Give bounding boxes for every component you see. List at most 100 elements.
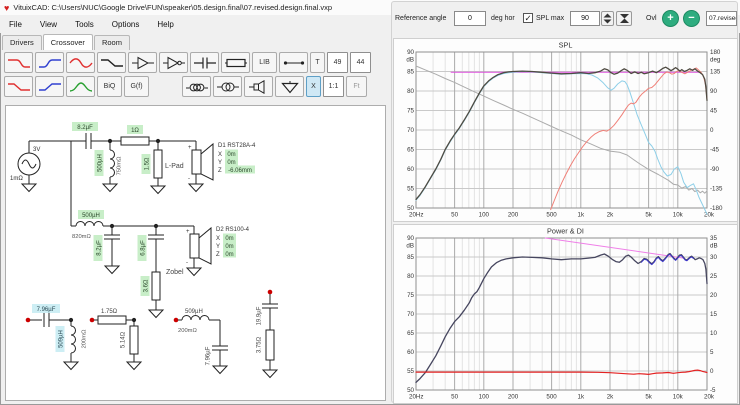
filter-shelf-black-button[interactable] bbox=[97, 52, 126, 73]
inductor-tweeter-shunt[interactable] bbox=[103, 139, 117, 191]
component-count-box[interactable]: 49 bbox=[327, 52, 348, 73]
svg-text:20: 20 bbox=[710, 292, 717, 299]
delete-tool-button[interactable]: X bbox=[306, 76, 321, 97]
amplifier-button[interactable] bbox=[159, 52, 188, 73]
filter-lowpass-red-button[interactable] bbox=[4, 52, 33, 73]
shelf-low-red-button[interactable] bbox=[4, 76, 33, 97]
autoscale-icon bbox=[619, 13, 630, 24]
resistor-tweeter-series[interactable] bbox=[121, 137, 149, 145]
spare-circuit-4[interactable] bbox=[262, 290, 278, 378]
ground-symbol bbox=[127, 362, 141, 370]
label-spare1-cap: 7.96µF bbox=[32, 304, 60, 313]
spl-max-input[interactable] bbox=[570, 11, 600, 26]
svg-text:750mΩ: 750mΩ bbox=[117, 156, 123, 176]
lowpass-curve-icon bbox=[7, 56, 31, 70]
terminal-dot bbox=[174, 318, 179, 323]
spare-circuit-2[interactable] bbox=[90, 316, 141, 370]
wire-button[interactable] bbox=[279, 52, 308, 73]
overlay-add-button[interactable]: + bbox=[662, 10, 679, 27]
svg-text:3.6Ω: 3.6Ω bbox=[144, 279, 150, 292]
overlay-name-box[interactable]: 07.revised. bbox=[706, 11, 737, 26]
reference-angle-input[interactable] bbox=[454, 11, 486, 26]
library-button[interactable]: LIB bbox=[252, 52, 277, 73]
svg-text:1k: 1k bbox=[578, 394, 585, 401]
svg-text:1.5Ω: 1.5Ω bbox=[145, 157, 151, 170]
spl-max-spinner[interactable] bbox=[601, 11, 614, 26]
svg-text:0: 0 bbox=[710, 368, 714, 375]
svg-text:2k: 2k bbox=[607, 212, 614, 219]
menu-file[interactable]: File bbox=[0, 18, 31, 31]
shelf-high-blue-button[interactable] bbox=[35, 76, 64, 97]
filter-highpass-blue-button[interactable] bbox=[35, 52, 64, 73]
driver-d1-tweeter[interactable] bbox=[189, 144, 213, 192]
svg-text:509µH: 509µH bbox=[59, 330, 65, 348]
schematic-canvas[interactable]: 3V 1mΩ 8.2µF 500µH 750mΩ 1Ω bbox=[5, 105, 386, 401]
ground-button[interactable] bbox=[275, 76, 304, 97]
svg-text:7.96µF: 7.96µF bbox=[206, 346, 212, 365]
menu-view[interactable]: View bbox=[31, 18, 66, 31]
analysis-panel: Reference angle deg hor ✓ SPL max Ovl + … bbox=[391, 1, 738, 403]
peak-green-button[interactable] bbox=[66, 76, 95, 97]
menu-tools[interactable]: Tools bbox=[66, 18, 103, 31]
svg-text:90: 90 bbox=[710, 88, 717, 95]
capacitor-woofer-shunt[interactable] bbox=[104, 224, 120, 273]
low-shelf-icon bbox=[7, 80, 31, 94]
d2-y-label: Y bbox=[216, 244, 220, 250]
biquad-button[interactable]: BiQ bbox=[97, 76, 122, 97]
menu-options[interactable]: Options bbox=[103, 18, 149, 31]
autoscale-button[interactable] bbox=[616, 11, 632, 26]
capacitor-button[interactable] bbox=[190, 52, 219, 73]
node-count-box[interactable]: 44 bbox=[350, 52, 371, 73]
buffer-button[interactable] bbox=[128, 52, 157, 73]
svg-text:70: 70 bbox=[407, 127, 414, 134]
svg-text:200: 200 bbox=[508, 212, 519, 219]
chart-controls: Reference angle deg hor ✓ SPL max Ovl + … bbox=[392, 10, 739, 32]
svg-text:50: 50 bbox=[451, 394, 458, 401]
d2-x-label: X bbox=[216, 236, 220, 242]
tab-crossover[interactable]: Crossover bbox=[43, 34, 93, 50]
buffer-triangle-icon bbox=[131, 56, 155, 70]
driver-d2-woofer[interactable] bbox=[187, 228, 211, 276]
d1-z-label: Z bbox=[218, 168, 222, 174]
fit-button[interactable]: Ft bbox=[346, 76, 367, 97]
svg-text:10k: 10k bbox=[673, 212, 684, 219]
svg-text:0: 0 bbox=[710, 127, 714, 134]
spare-circuit-3[interactable] bbox=[174, 316, 228, 374]
gain-function-button[interactable]: G(f) bbox=[124, 76, 149, 97]
overlay-remove-button[interactable]: − bbox=[683, 10, 700, 27]
label-spare3-inductor: 509µH bbox=[185, 309, 203, 315]
tab-drivers[interactable]: Drivers bbox=[2, 35, 42, 50]
d1-y-value: 0m bbox=[227, 160, 235, 166]
tilt-curve-icon bbox=[69, 56, 93, 70]
svg-text:20Hz: 20Hz bbox=[409, 212, 423, 219]
speaker-button[interactable] bbox=[244, 76, 273, 97]
resistor-lpad-shunt[interactable] bbox=[151, 139, 165, 193]
spare-circuit-1[interactable] bbox=[26, 313, 78, 370]
tab-room[interactable]: Room bbox=[94, 35, 130, 50]
spl-max-checkbox[interactable]: ✓ bbox=[523, 13, 533, 23]
zobel-network[interactable] bbox=[148, 224, 164, 317]
resistor-button[interactable] bbox=[221, 52, 250, 73]
svg-text:180: 180 bbox=[710, 49, 721, 56]
d1-name: D1 RST28A-4 bbox=[218, 143, 256, 149]
label-woofer-shunt-cap: 8.2µF bbox=[94, 235, 103, 261]
filter-tilt-red-button[interactable] bbox=[66, 52, 95, 73]
svg-text:200mΩ: 200mΩ bbox=[82, 329, 88, 349]
svg-text:500µH: 500µH bbox=[98, 154, 104, 172]
ground-symbol bbox=[149, 310, 163, 318]
svg-text:dB: dB bbox=[406, 243, 414, 250]
text-tool-button[interactable]: T bbox=[310, 52, 325, 73]
svg-text:8.2µF: 8.2µF bbox=[97, 240, 103, 256]
svg-text:7.96µF: 7.96µF bbox=[37, 307, 56, 313]
menu-help[interactable]: Help bbox=[148, 18, 182, 31]
svg-text:19.9µF: 19.9µF bbox=[257, 306, 263, 325]
capacitor-tweeter-series[interactable] bbox=[86, 133, 91, 149]
transformer-button[interactable] bbox=[213, 76, 242, 97]
inductor-woofer-series[interactable] bbox=[76, 222, 103, 227]
zoom-1-1-button[interactable]: 1:1 bbox=[323, 76, 344, 97]
inductor-button[interactable] bbox=[182, 76, 211, 97]
d2-y-value: 0m bbox=[225, 244, 233, 250]
ground-symbol bbox=[105, 266, 119, 274]
svg-text:6.8µF: 6.8µF bbox=[141, 240, 147, 256]
spl-max-label: SPL max bbox=[536, 15, 564, 22]
